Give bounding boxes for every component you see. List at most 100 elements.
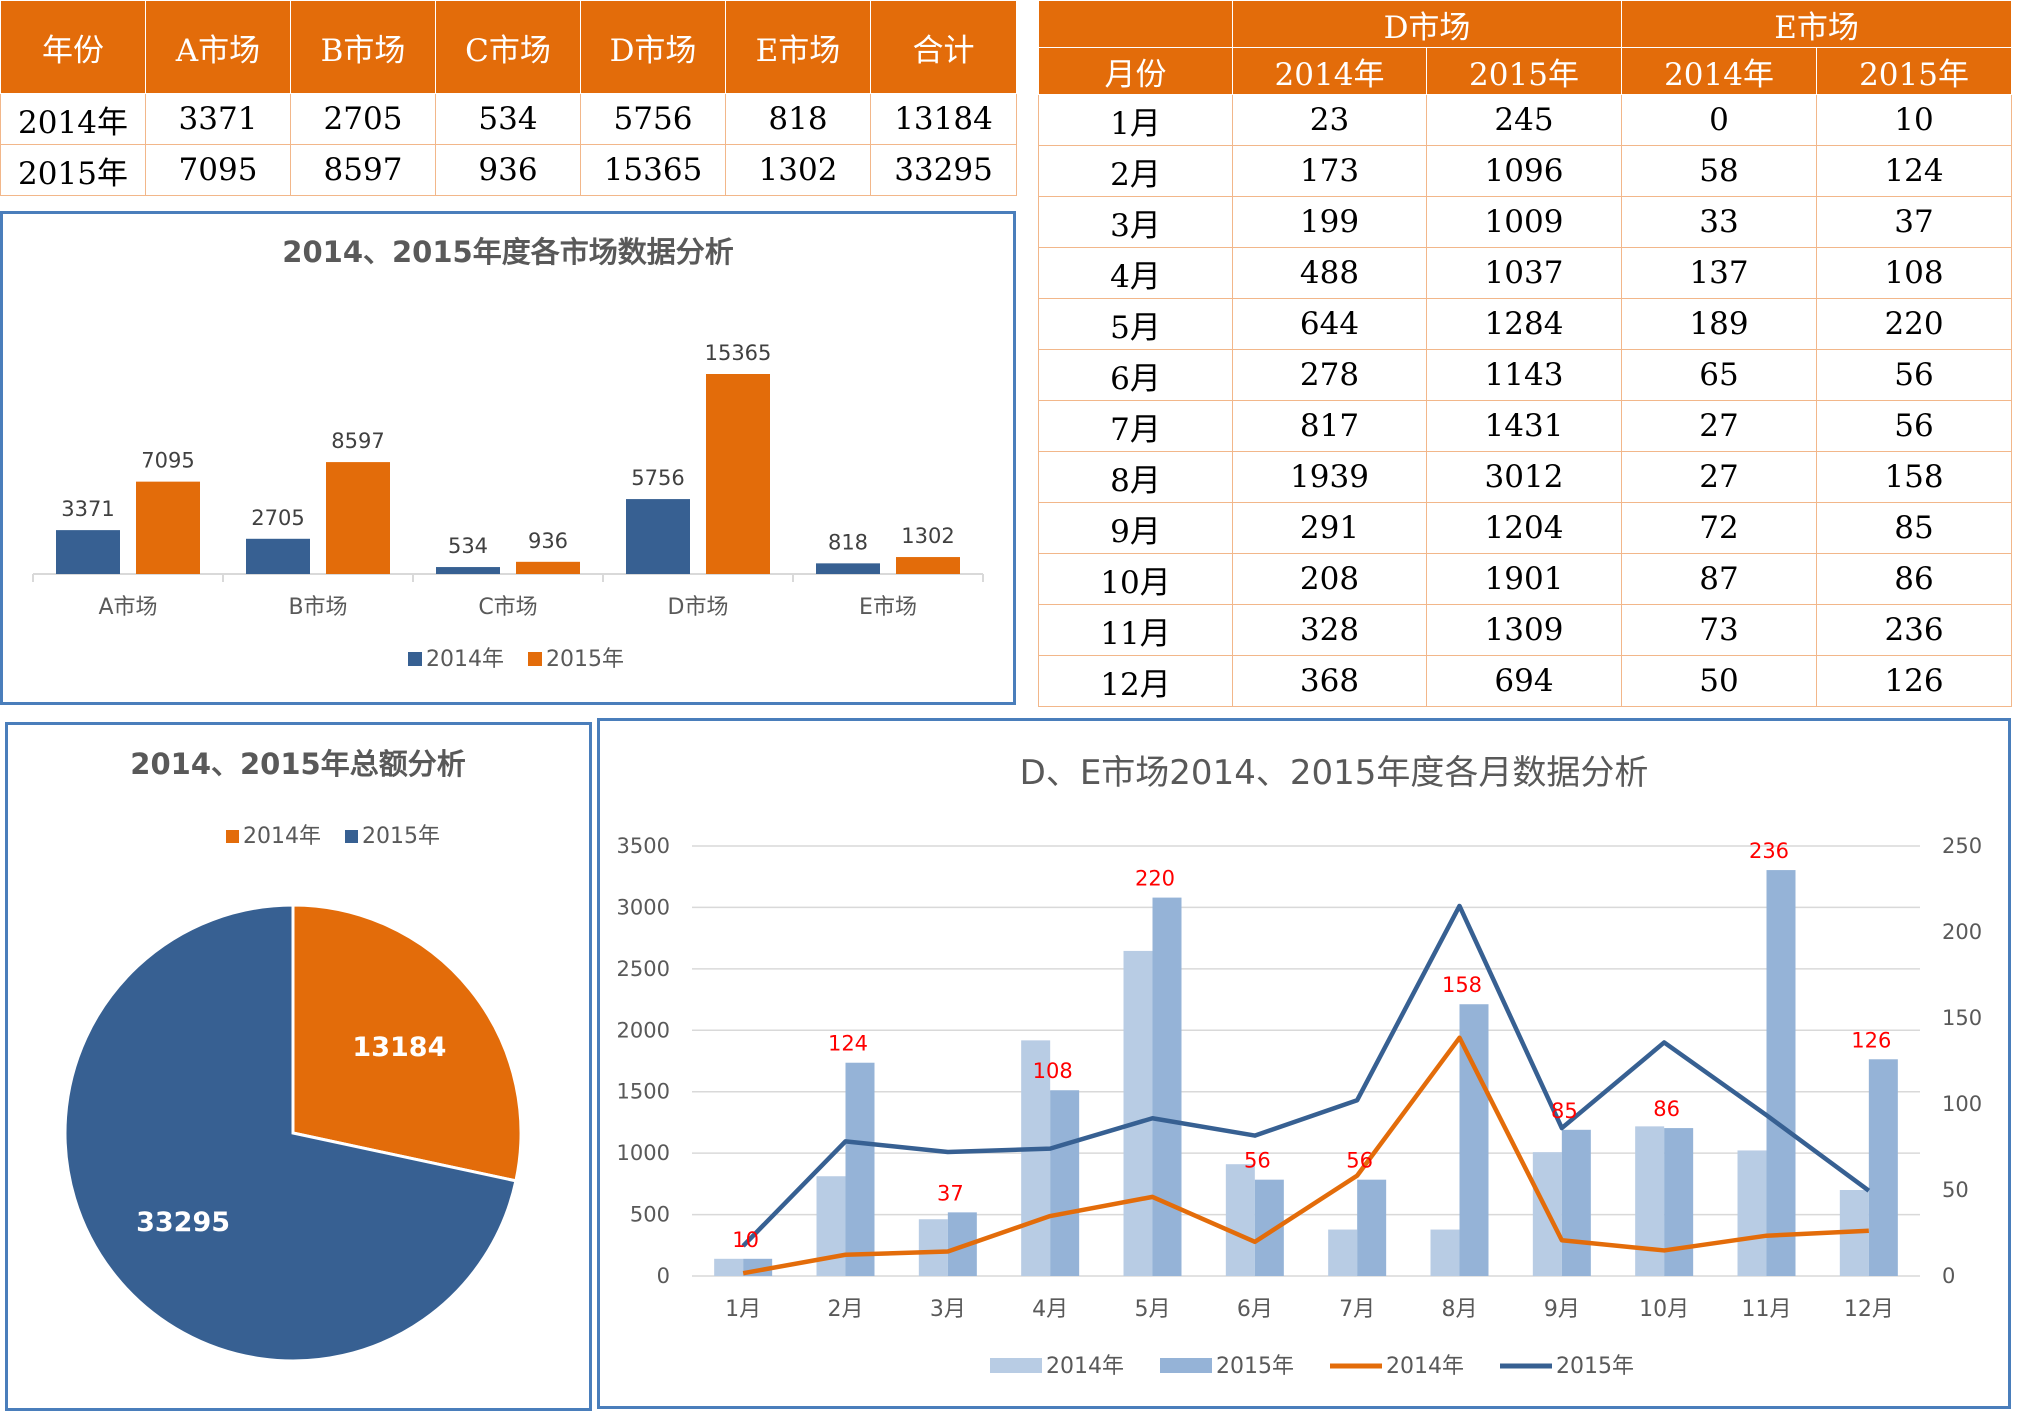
table-cell: 7095 xyxy=(145,144,291,196)
summary-header-b: B市场 xyxy=(290,0,436,94)
table-cell: 50 xyxy=(1621,655,1818,707)
x-tick-label: 8月 xyxy=(1442,1297,1478,1322)
table-cell: 818 xyxy=(725,93,871,145)
table-cell: 15365 xyxy=(580,144,726,196)
bar-data-label: 5756 xyxy=(631,466,684,490)
table-cell: 12月 xyxy=(1038,655,1233,707)
pie-slice-2014年 xyxy=(291,903,523,1183)
legend-label: 2015年 xyxy=(362,824,440,849)
table-cell: 4月 xyxy=(1038,247,1233,299)
monthly-header-month: 月份 xyxy=(1038,47,1233,95)
bar-1-4月 xyxy=(1050,1090,1080,1276)
monthly-header-d-2015: 2015年 xyxy=(1425,47,1623,95)
bar-0-3月 xyxy=(918,1219,948,1276)
x-tick-label: E市场 xyxy=(859,595,917,620)
pie-data-label: 33295 xyxy=(136,1207,230,1238)
table-cell: 86 xyxy=(1816,553,2013,605)
table-cell: 137 xyxy=(1621,247,1818,299)
monthly-header-e-2014: 2014年 xyxy=(1621,47,1818,95)
summary-header-c: C市场 xyxy=(435,0,581,94)
table-cell: 2015年 xyxy=(0,144,146,196)
table-row: 6月 278 1143 65 56 xyxy=(1038,349,2013,401)
table-cell: 85 xyxy=(1816,502,2013,554)
table-cell: 0 xyxy=(1621,94,1818,146)
pie-slice-2015年 xyxy=(63,903,518,1363)
table-cell: 11月 xyxy=(1038,604,1233,656)
bar-data-label: 818 xyxy=(828,530,868,554)
summary-header-year: 年份 xyxy=(0,0,146,94)
table-cell: 10月 xyxy=(1038,553,1233,605)
table-cell: 328 xyxy=(1232,604,1427,656)
table-row: 8月 1939 3012 27 158 xyxy=(1038,451,2013,503)
table-cell: 65 xyxy=(1621,349,1818,401)
table-cell: 208 xyxy=(1232,553,1427,605)
table-cell: 6月 xyxy=(1038,349,1233,401)
x-tick-label: 10月 xyxy=(1639,1297,1689,1322)
table-cell: 56 xyxy=(1816,400,2013,452)
bar-data-label: 220 xyxy=(1135,867,1175,891)
x-tick-label: 4月 xyxy=(1032,1297,1068,1322)
y2-tick-label: 200 xyxy=(1942,920,1982,944)
monthly-combo-chart: D、E市场2014、2015年度各月数据分析 05001000150020002… xyxy=(617,753,1983,1379)
total-pie-chart-title: 2014、2015年总额分析 xyxy=(130,747,465,781)
table-cell: 236 xyxy=(1816,604,2013,656)
legend-swatch-bar-1 xyxy=(1160,1358,1212,1373)
market-bar-chart-title: 2014、2015年度各市场数据分析 xyxy=(282,235,733,269)
bar-2014年-B市场 xyxy=(246,538,310,574)
bar-data-label: 37 xyxy=(937,1181,964,1205)
bar-data-label: 8597 xyxy=(331,429,384,453)
table-row: 5月 644 1284 189 220 xyxy=(1038,298,2013,350)
bar-data-label: 534 xyxy=(448,534,488,558)
bar-1-12月 xyxy=(1868,1059,1898,1276)
table-cell: 1037 xyxy=(1425,247,1623,299)
table-cell: 1204 xyxy=(1425,502,1623,554)
bar-0-7月 xyxy=(1328,1229,1358,1276)
table-row: 2月 173 1096 58 124 xyxy=(1038,145,2013,197)
bar-data-label: 85 xyxy=(1551,1099,1578,1123)
bar-data-label: 7095 xyxy=(141,449,194,473)
monthly-header-d-group: D市场 xyxy=(1231,0,1623,48)
table-cell: 1309 xyxy=(1425,604,1623,656)
bar-0-1月 xyxy=(714,1258,744,1276)
x-tick-label: C市场 xyxy=(478,595,537,620)
table-cell: 5月 xyxy=(1038,298,1233,350)
table-cell: 73 xyxy=(1621,604,1818,656)
table-cell: 33295 xyxy=(870,144,1017,196)
y-tick-label: 3500 xyxy=(617,834,670,858)
summary-header-total: 合计 xyxy=(870,0,1017,94)
bar-data-label: 108 xyxy=(1033,1059,1073,1083)
table-cell: 278 xyxy=(1232,349,1427,401)
legend-swatch-bar-0 xyxy=(990,1358,1042,1373)
legend-swatch-2014年 xyxy=(226,830,239,843)
table-cell: 220 xyxy=(1816,298,2013,350)
table-row: 3月 199 1009 33 37 xyxy=(1038,196,2013,248)
bar-data-label: 56 xyxy=(1346,1149,1373,1173)
y2-tick-label: 100 xyxy=(1942,1092,1982,1116)
monthly-header-blank xyxy=(1038,0,1233,48)
bar-data-label: 56 xyxy=(1244,1149,1271,1173)
legend-label: 2015年 xyxy=(546,647,624,672)
bar-data-label: 15365 xyxy=(705,341,772,365)
bar-2015年-A市场 xyxy=(136,481,200,574)
x-tick-label: 7月 xyxy=(1339,1297,1375,1322)
y-tick-label: 500 xyxy=(630,1203,670,1227)
y2-tick-label: 250 xyxy=(1942,834,1982,858)
legend-swatch-2014年 xyxy=(408,652,422,666)
monthly-table: D市场 E市场 月份 2014年 2015年 2014年 2015年 1月 23 2… xyxy=(1038,0,2013,707)
table-row: 4月 488 1037 137 108 xyxy=(1038,247,2013,299)
table-cell: 27 xyxy=(1621,451,1818,503)
table-cell: 1009 xyxy=(1425,196,1623,248)
legend-label: 2015年 xyxy=(1556,1354,1634,1379)
table-cell: 2705 xyxy=(290,93,436,145)
bar-0-6月 xyxy=(1225,1164,1255,1276)
bar-data-label: 86 xyxy=(1653,1097,1680,1121)
x-tick-label: 6月 xyxy=(1237,1297,1273,1322)
table-cell: 158 xyxy=(1816,451,2013,503)
legend-swatch-2015年 xyxy=(528,652,542,666)
table-cell: 10 xyxy=(1816,94,2013,146)
table-cell: 694 xyxy=(1425,655,1623,707)
table-cell: 37 xyxy=(1816,196,2013,248)
bar-data-label: 3371 xyxy=(61,497,114,521)
bar-1-5月 xyxy=(1152,897,1182,1276)
table-cell: 3月 xyxy=(1038,196,1233,248)
